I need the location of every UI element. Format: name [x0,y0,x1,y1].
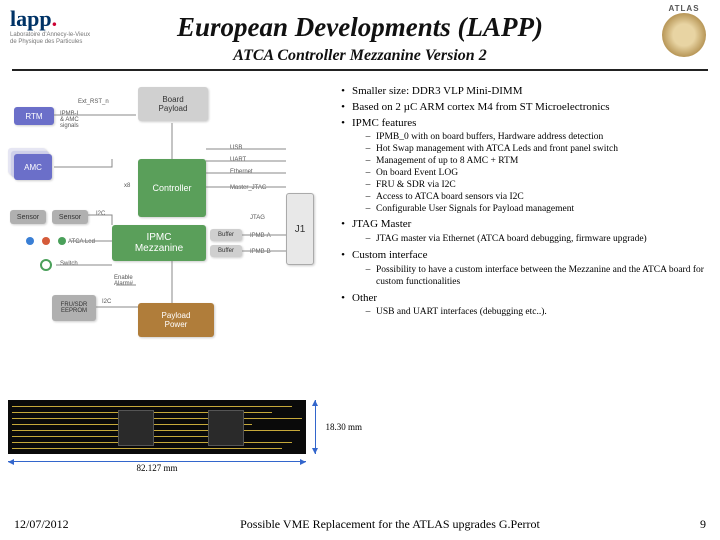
bullet-text: Based on 2 µC ARM cortex M4 from ST Micr… [352,101,712,115]
block-diagram: Board Payload RTM AMC Sensor Sensor Cont… [8,85,328,350]
ipmc-mezzanine-block: IPMC Mezzanine [112,225,206,261]
slide-footer: 12/07/2012 Possible VME Replacement for … [0,517,720,532]
led-dot-1 [26,237,34,245]
sensor-block-2: Sensor [52,210,88,224]
frusdr-block: FRU/SDR EEPROM [52,295,96,321]
pcb-image-region: 18.30 mm 82.127 mm [8,400,328,473]
bullet-list: •Other [334,292,712,306]
footer-page-number: 9 [666,517,706,532]
lab-name-line1: Laboratoire d'Annecy-le-Vieux [10,32,110,39]
sub-item: –On board Event LOG [360,168,712,180]
footer-text: Possible VME Replacement for the ATLAS u… [114,517,666,532]
sub-text: Access to ATCA board sensors via I2C [376,192,712,204]
sub-text: On board Event LOG [376,168,712,180]
bullet-item: •Other [334,292,712,306]
switch-label: Switch [60,261,78,267]
atca-led-label: ATCA Led [68,239,95,245]
switch-circle [40,259,52,271]
other-sublist: –USB and UART interfaces (debugging etc.… [334,307,712,319]
bullet-text: Custom interface [352,249,712,263]
ethernet-label: Ethernet [230,169,253,175]
controller-block: Controller [138,159,206,217]
bullet-item: •JTAG Master [334,218,712,232]
content-area: Board Payload RTM AMC Sensor Sensor Cont… [0,75,720,350]
led-dot-3 [58,237,66,245]
right-column: •Smaller size: DDR3 VLP Mini-DIMM •Based… [334,85,712,350]
slide-header: lapp. Laboratoire d'Annecy-le-Vieux de P… [0,0,720,75]
atlas-label: ATLAS [654,4,714,13]
bullet-text: JTAG Master [352,218,712,232]
sub-item: –IPMB_0 with on board buffers, Hardware … [360,132,712,144]
custom-sublist: –Possibility to have a custom interface … [334,265,712,289]
ipmba-label: IPMB-A [250,233,271,239]
bullet-item: •Custom interface [334,249,712,263]
lapp-logo-dot: . [52,6,58,31]
board-payload-label: Board Payload [159,95,188,113]
height-dimension [308,400,322,454]
left-column: Board Payload RTM AMC Sensor Sensor Cont… [8,85,328,350]
sub-item: –Management of up to 8 AMC + RTM [360,156,712,168]
sub-item: –FRU & SDR via I2C [360,180,712,192]
bullet-text: IPMC features [352,117,712,131]
sensor-block-1: Sensor [10,210,46,224]
sub-text: IPMB_0 with on board buffers, Hardware a… [376,132,712,144]
ipmb-label: IPMB-L & AMC signals [60,111,80,129]
usb-label: USB [230,145,242,151]
bullet-list: •Smaller size: DDR3 VLP Mini-DIMM •Based… [334,85,712,130]
ext-rst-label: Ext_RST_n [78,99,109,105]
uart-label: UART [230,157,246,163]
bullet-item: •Smaller size: DDR3 VLP Mini-DIMM [334,85,712,99]
bullet-list: •JTAG Master [334,218,712,232]
sub-item: –Access to ATCA board sensors via I2C [360,192,712,204]
sub-text: FRU & SDR via I2C [376,180,712,192]
footer-date: 12/07/2012 [14,517,114,532]
ipmc-sublist: –IPMB_0 with on board buffers, Hardware … [334,132,712,215]
lapp-logo: lapp. [10,6,110,32]
j1-block: J1 [286,193,314,265]
bullet-text: Smaller size: DDR3 VLP Mini-DIMM [352,85,712,99]
lapp-logo-region: lapp. Laboratoire d'Annecy-le-Vieux de P… [10,6,110,45]
title-underline [12,69,708,71]
led-dot-2 [42,237,50,245]
sub-text: Possibility to have a custom interface b… [376,265,712,289]
sub-item: –Configurable User Signals for Payload m… [360,204,712,216]
jtag-label: JTAG [250,215,265,221]
atlas-logo-region: ATLAS [654,4,714,74]
i2c-label-2: I2C [102,299,111,305]
bullet-list: •Custom interface [334,249,712,263]
width-dimension [8,461,306,462]
height-dim-label: 18.30 mm [325,422,362,432]
sub-text: Hot Swap management with ATCA Leds and f… [376,144,712,156]
payload-power-block: Payload Power [138,303,214,337]
width-dim-label: 82.127 mm [8,463,306,473]
sub-text: JTAG master via Ethernet (ATCA board deb… [376,234,712,246]
ipmbb-label: IPMB-B [250,249,271,255]
slide-subtitle: ATCA Controller Mezzanine Version 2 [0,47,720,65]
bullet-text: Other [352,292,712,306]
rtm-block: RTM [14,107,54,125]
lapp-logo-text: lapp [10,6,52,31]
sub-text: USB and UART interfaces (debugging etc..… [376,307,712,319]
mjtag-label: Master_JTAG [230,185,267,191]
sub-text: Configurable User Signals for Payload ma… [376,204,712,216]
x8-label: x8 [124,183,130,189]
buffer-block-2: Buffer [210,245,242,257]
atlas-disc-icon [662,13,706,57]
buffer-block-1: Buffer [210,229,242,241]
bullet-item: •IPMC features [334,117,712,131]
bullet-item: •Based on 2 µC ARM cortex M4 from ST Mic… [334,101,712,115]
enable-label: Enable Alarm# [114,275,133,287]
sub-item: –JTAG master via Ethernet (ATCA board de… [360,234,712,246]
sub-item: –Possibility to have a custom interface … [360,265,712,289]
sub-item: –Hot Swap management with ATCA Leds and … [360,144,712,156]
sub-item: –USB and UART interfaces (debugging etc.… [360,307,712,319]
lab-name-line2: de Physique des Particules [10,39,110,46]
board-payload-block: Board Payload [138,87,208,121]
jtag-sublist: –JTAG master via Ethernet (ATCA board de… [334,234,712,246]
sub-text: Management of up to 8 AMC + RTM [376,156,712,168]
amc-block: AMC [14,154,52,180]
pcb-render [8,400,306,454]
i2c-label: I2C [96,211,105,217]
